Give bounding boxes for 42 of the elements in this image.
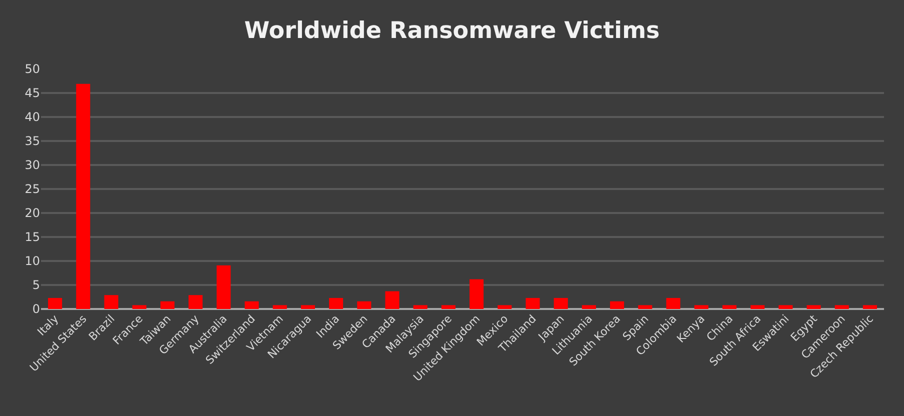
bar [385,291,400,309]
bar [441,305,456,309]
bar [806,305,821,309]
bar [834,305,849,309]
bar [357,301,372,309]
bar [160,301,174,309]
bar [104,295,118,309]
bar [132,305,146,309]
bar [778,305,793,309]
chart-title: Worldwide Ransomware Victims [244,18,660,44]
bar [48,298,62,309]
bar [862,305,877,309]
bar [694,305,708,309]
bar [272,305,287,309]
bar [722,305,736,309]
bar [666,298,680,309]
bar [244,301,259,309]
bar [638,305,652,309]
bar [554,298,568,309]
y-tick-label: 50 [24,62,40,76]
bar [413,305,428,309]
y-tick-label: 25 [24,182,40,196]
y-tick-label: 45 [24,86,40,100]
y-tick-label: 5 [32,278,40,292]
y-tick-label: 10 [24,254,40,268]
bar [329,298,344,309]
y-tick-label: 0 [32,302,40,316]
y-tick-label: 35 [24,134,40,148]
y-tick-label: 40 [24,110,40,124]
bar [216,265,231,309]
y-tick-label: 20 [24,206,40,220]
bar [750,305,765,309]
bar [610,301,624,309]
bar [300,305,315,309]
y-tick-label: 15 [24,230,40,244]
bar [188,295,203,309]
y-tick-label: 30 [24,158,40,172]
bar [526,298,540,309]
bar [76,84,90,309]
bar [498,305,512,309]
bar [582,305,596,309]
bar [470,279,484,309]
